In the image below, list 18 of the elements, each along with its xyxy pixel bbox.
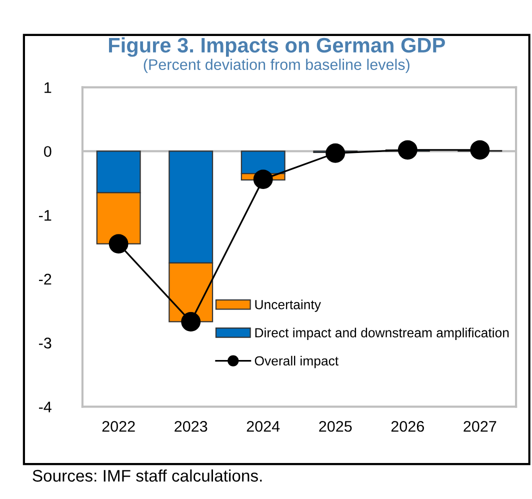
x-tick-label: 2027 bbox=[464, 420, 496, 432]
legend-label: Uncertainty bbox=[255, 300, 321, 312]
x-tick-label: 2024 bbox=[246, 420, 280, 432]
y-tick-label: -1 bbox=[39, 210, 52, 221]
y-tick-label: 1 bbox=[44, 82, 52, 93]
y-tick-label: -2 bbox=[39, 274, 52, 284]
y-tick-label: 0 bbox=[44, 146, 52, 157]
chart-title: Figure 3. Impacts on German GDP bbox=[109, 37, 445, 57]
source-note: Sources: IMF staff calculations. bbox=[32, 469, 262, 482]
y-tick-label: -3 bbox=[39, 338, 52, 348]
legend-label: Direct impact and downstream amplification bbox=[255, 328, 509, 340]
x-tick-label: 2026 bbox=[391, 420, 424, 432]
legend-label: Overall impact bbox=[254, 356, 338, 368]
x-tick-label: 2023 bbox=[174, 420, 208, 432]
x-tick-label: 2022 bbox=[102, 420, 135, 432]
chart-subtitle: (Percent deviation from baseline levels) bbox=[144, 58, 410, 74]
x-tick-label: 2025 bbox=[319, 420, 352, 432]
y-tick-label: -4 bbox=[39, 402, 52, 412]
